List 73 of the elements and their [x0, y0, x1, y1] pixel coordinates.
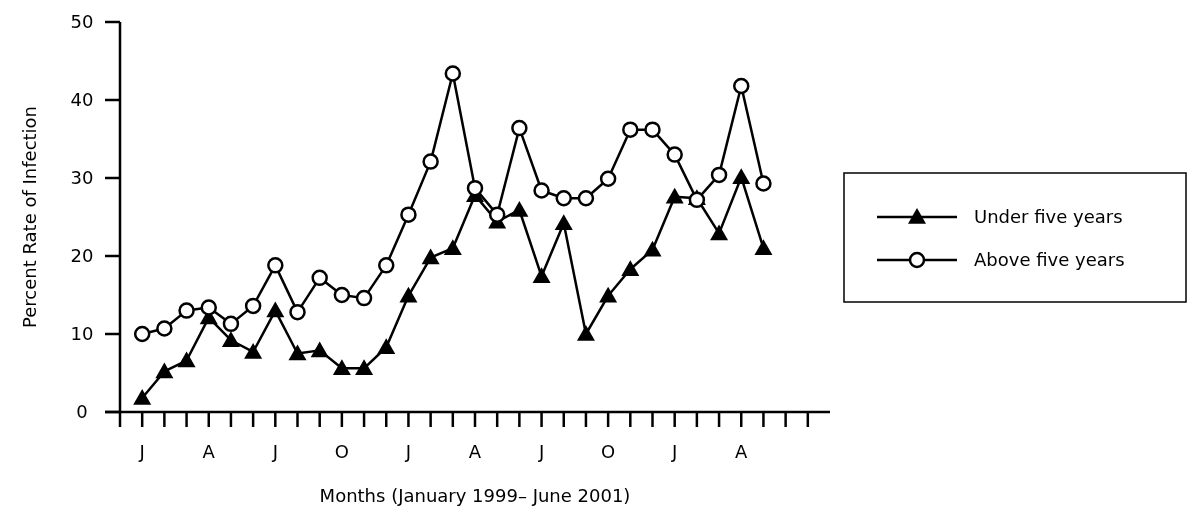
point: [665, 187, 684, 204]
point: [221, 331, 240, 347]
point: [355, 289, 373, 307]
point: [222, 315, 240, 333]
x-tick-label: O: [601, 441, 616, 463]
point: [466, 179, 484, 197]
point: [488, 206, 506, 223]
point: [710, 224, 729, 241]
legend-label: Under five years: [974, 206, 1123, 228]
y-tick-label: 20: [70, 245, 94, 267]
point: [244, 342, 263, 359]
point: [732, 168, 751, 184]
point: [332, 359, 351, 376]
point: [622, 121, 639, 138]
point: [643, 240, 662, 257]
point: [378, 257, 395, 274]
point: [554, 214, 573, 230]
point: [755, 175, 772, 192]
point: [577, 190, 595, 207]
x-axis-title: Months (January 1999– June 2001): [319, 485, 631, 506]
point: [156, 320, 173, 337]
point: [355, 359, 374, 376]
point: [177, 351, 196, 368]
y-tick-label: 10: [70, 323, 94, 345]
point: [644, 121, 661, 138]
point: [555, 190, 572, 207]
point: [533, 182, 550, 199]
point: [288, 344, 307, 361]
x-tick-label: A: [468, 441, 482, 463]
point: [310, 341, 329, 358]
x-tick-label: J: [404, 441, 412, 463]
point: [421, 248, 440, 265]
point: [244, 297, 262, 315]
point: [511, 119, 528, 137]
x-tick-label: A: [735, 441, 749, 463]
x-tick-label: J: [537, 441, 545, 463]
point: [599, 170, 617, 188]
point: [133, 325, 151, 343]
point: [576, 325, 595, 341]
point: [289, 303, 306, 321]
point: [200, 299, 217, 316]
x-tick-label: J: [138, 441, 145, 463]
x-tick-label: A: [202, 441, 216, 463]
y-tick-label: 50: [70, 11, 94, 33]
x-tick-label: J: [671, 441, 678, 463]
point: [532, 267, 551, 284]
point: [754, 239, 773, 255]
point: [400, 206, 417, 223]
point: [510, 200, 529, 217]
point: [443, 239, 462, 255]
y-tick-label: 0: [76, 401, 88, 423]
y-axis-title: Percent Rate of Infection: [19, 105, 40, 329]
point: [267, 257, 284, 274]
point: [621, 260, 640, 277]
point: [599, 286, 618, 303]
point: [666, 146, 683, 163]
point: [311, 269, 328, 287]
point: [333, 286, 351, 304]
point: [444, 65, 462, 82]
x-tick-label: O: [334, 441, 349, 463]
y-tick-label: 40: [70, 89, 94, 111]
legend-label: Above five years: [974, 249, 1125, 271]
point: [266, 301, 285, 318]
point: [710, 166, 728, 184]
point: [422, 153, 439, 170]
x-tick-label: J: [271, 441, 278, 463]
point: [133, 388, 152, 405]
point: [377, 338, 396, 355]
point: [178, 302, 195, 319]
point: [399, 286, 418, 303]
point: [155, 362, 174, 379]
point: [733, 77, 750, 95]
y-tick-label: 30: [70, 167, 94, 189]
